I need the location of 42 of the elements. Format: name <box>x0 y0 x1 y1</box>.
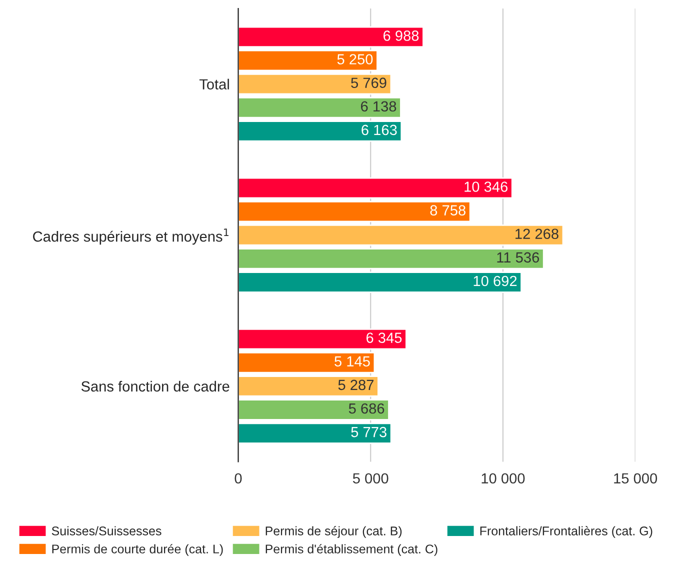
data-label: 6 345 <box>366 332 402 343</box>
x-tick-label: 10 000 <box>482 473 525 484</box>
bar <box>238 26 424 48</box>
data-label: 5 250 <box>337 54 373 64</box>
data-label: 12 268 <box>516 228 558 240</box>
y-tick-label: Cadres supérieurs et moyens$^{1}$ <box>33 228 228 245</box>
bar <box>238 177 513 199</box>
data-label: 10 692 <box>474 276 517 286</box>
legend-label: Permis de séjour (cat. B) <box>266 526 402 538</box>
bar <box>238 224 564 246</box>
data-label: 11 536 <box>497 252 540 263</box>
y-tick-label: Sans fonction de cadre <box>81 380 230 392</box>
data-label: 6 988 <box>384 30 419 41</box>
x-tick-label: 15 000 <box>614 473 658 484</box>
data-label: 10 346 <box>464 182 508 192</box>
bar <box>238 50 378 72</box>
legend-label: Permis de courte durée (cat. L) <box>52 544 223 556</box>
bar <box>238 422 392 444</box>
data-label: 5 773 <box>351 426 386 438</box>
bar <box>238 328 407 350</box>
bar <box>238 248 544 270</box>
bar <box>238 352 376 374</box>
legend-label: Frontaliers/Frontalières (cat. G) <box>480 526 652 538</box>
bar <box>238 376 379 397</box>
bar <box>238 399 390 420</box>
data-label: 6 163 <box>362 124 397 136</box>
data-label: 5 287 <box>338 380 374 390</box>
bar <box>238 200 471 222</box>
x-tick-label: 5 000 <box>352 473 388 484</box>
data-label: 5 145 <box>334 356 370 367</box>
bar <box>238 97 402 118</box>
data-label: 5 769 <box>351 78 386 88</box>
data-label: 8 758 <box>430 205 466 216</box>
bar <box>238 272 522 293</box>
data-label: 5 686 <box>348 403 384 414</box>
x-tick-label: 0 <box>234 473 242 484</box>
y-tick-label: Total <box>199 78 229 90</box>
bar <box>238 120 402 142</box>
data-label: 6 138 <box>361 101 396 112</box>
bar <box>238 73 392 95</box>
legend-label: Permis d'établissement (cat. C) <box>266 544 438 556</box>
legend-label: Suisses/Suissesses <box>52 526 162 536</box>
